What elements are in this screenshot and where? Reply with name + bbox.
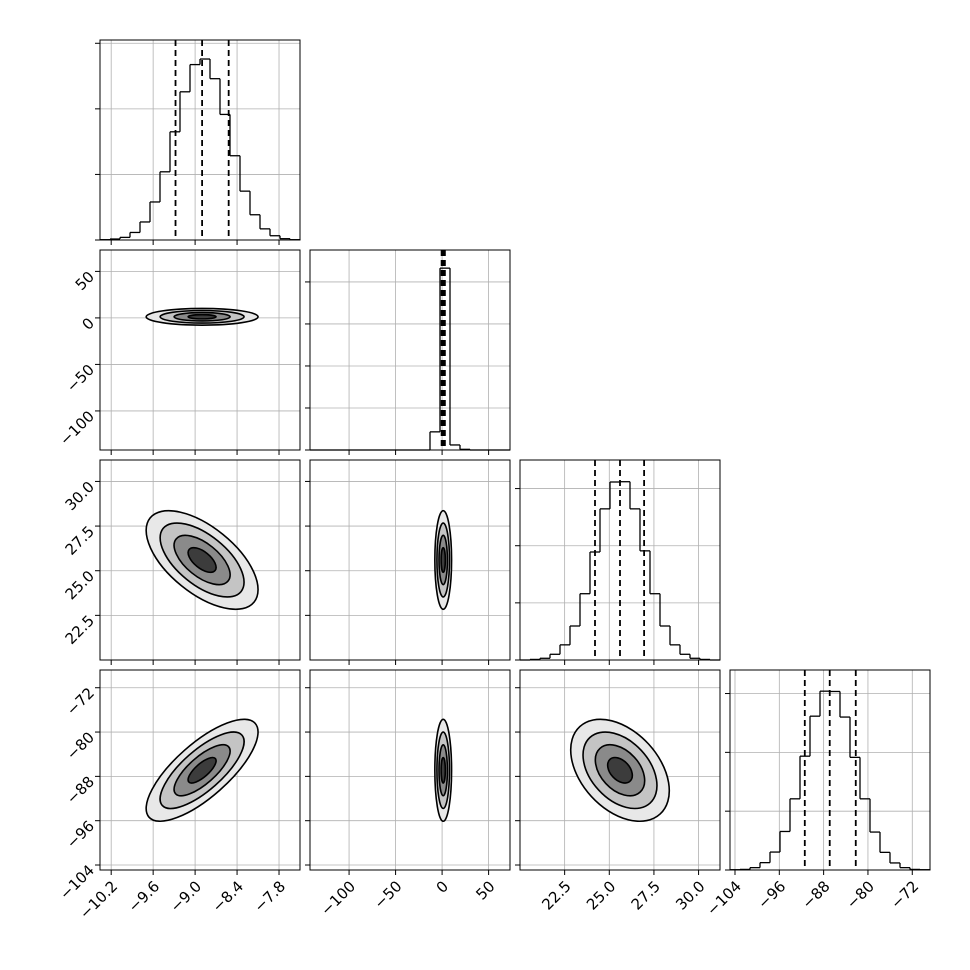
x-tick-label: −7.8 xyxy=(251,877,289,915)
x-tick-label: 0 xyxy=(433,877,452,896)
panel xyxy=(305,459,511,665)
panel: −100 −50 0 50 xyxy=(305,669,511,919)
y-tick-label: −80 xyxy=(63,728,98,763)
panel: −104 −96 −88 −80 −72 xyxy=(703,669,931,919)
x-tick-label: −96 xyxy=(754,877,789,912)
panel: 22.5 25.0 27.5 30.0 xyxy=(62,459,301,665)
panel: −10.2 −9.6 −9.0 −8.4 −7.8−104−96−88−80−72 xyxy=(56,669,301,923)
panel-frame xyxy=(99,39,301,241)
panel xyxy=(515,459,721,665)
x-tick-label: −9.0 xyxy=(167,877,205,915)
panel-frame xyxy=(729,669,931,871)
contours xyxy=(434,509,453,611)
y-tick-label: −100 xyxy=(56,407,98,449)
panel-frame xyxy=(519,669,721,871)
y-tick-label: −50 xyxy=(63,361,98,396)
x-tick-label: 50 xyxy=(472,877,498,903)
panel-frame xyxy=(309,249,511,451)
x-tick-label: −50 xyxy=(370,877,405,912)
panel xyxy=(95,39,301,245)
y-tick-label: −88 xyxy=(63,773,98,808)
y-tick-label: 27.5 xyxy=(62,522,98,558)
y-tick-label: 25.0 xyxy=(62,567,98,603)
x-tick-label: −104 xyxy=(703,877,745,919)
x-tick-label: 30.0 xyxy=(672,877,708,913)
contour xyxy=(187,546,217,574)
panel-frame xyxy=(99,669,301,871)
contour xyxy=(440,546,447,574)
x-tick-label: −80 xyxy=(843,877,878,912)
panel xyxy=(305,249,511,455)
x-tick-label: −100 xyxy=(317,877,359,919)
y-tick-label: −96 xyxy=(63,817,98,852)
x-tick-label: 22.5 xyxy=(538,877,574,913)
y-tick-label: 50 xyxy=(72,268,98,294)
x-tick-label: −9.6 xyxy=(125,877,163,915)
x-tick-label: 25.0 xyxy=(583,877,619,913)
x-tick-label: −88 xyxy=(799,877,834,912)
contour xyxy=(187,756,217,784)
contours xyxy=(569,718,671,823)
x-tick-label: −72 xyxy=(887,877,922,912)
contours xyxy=(145,718,259,823)
contour xyxy=(440,756,447,784)
x-tick-label: −8.4 xyxy=(209,877,247,915)
y-tick-label: −72 xyxy=(63,684,98,719)
panel-frame xyxy=(309,669,511,871)
panel-frame xyxy=(99,249,301,451)
contours xyxy=(145,509,259,611)
x-tick-label: 27.5 xyxy=(628,877,664,913)
contour xyxy=(606,756,634,784)
y-tick-label: 0 xyxy=(79,314,98,333)
contours xyxy=(434,718,453,823)
panel-frame xyxy=(309,459,511,661)
panel: −100 −50 0 50 xyxy=(56,249,301,455)
panel-frame xyxy=(99,459,301,661)
y-tick-label: 30.0 xyxy=(62,478,98,514)
panel-frame xyxy=(519,459,721,661)
y-tick-label: 22.5 xyxy=(62,612,98,648)
contours xyxy=(145,307,259,326)
contour xyxy=(187,313,217,320)
